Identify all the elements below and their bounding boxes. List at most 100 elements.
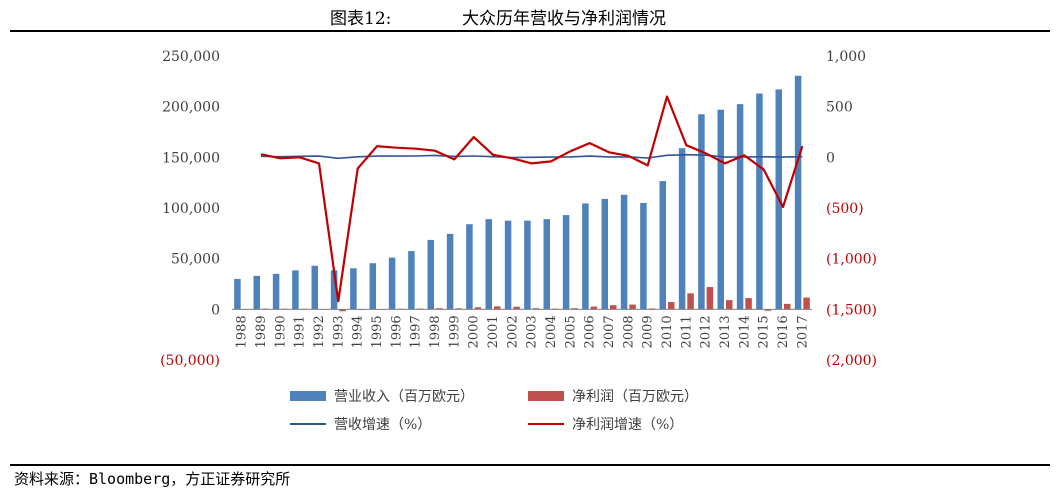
net-profit-growth-line bbox=[260, 95, 804, 303]
net-profit-bar bbox=[784, 303, 791, 310]
figure-title: 图表12: 大众历年营收与净利润情况 bbox=[0, 4, 1056, 29]
revenue-bar bbox=[659, 181, 666, 310]
x-tick-label: 1998 bbox=[428, 315, 443, 348]
legend-label: 营收增速（%） bbox=[334, 417, 431, 433]
net-profit-bar bbox=[687, 293, 694, 310]
x-tick-label: 2017 bbox=[795, 315, 810, 348]
x-tick-label: 2001 bbox=[486, 315, 501, 348]
revenue-bar bbox=[253, 275, 260, 310]
x-tick-label: 1995 bbox=[370, 315, 385, 348]
revenue-bar bbox=[311, 265, 318, 310]
net-profit-bar bbox=[764, 309, 772, 311]
revenue-bar bbox=[601, 198, 608, 310]
right-tick-label: (1,000) bbox=[826, 252, 877, 268]
net-profit-bar bbox=[706, 287, 714, 310]
revenue-bar bbox=[234, 278, 241, 310]
x-tick-label: 1991 bbox=[293, 315, 308, 348]
net-profit-bar bbox=[494, 306, 501, 310]
net-profit-bar bbox=[668, 302, 675, 310]
x-tick-label: 1988 bbox=[235, 315, 250, 348]
legend-swatch bbox=[528, 391, 564, 401]
net-profit-bar bbox=[610, 305, 617, 310]
revenue-bar bbox=[620, 194, 628, 310]
revenue-bar bbox=[504, 220, 512, 310]
net-profit-bar bbox=[532, 308, 540, 310]
revenue-bar bbox=[466, 224, 473, 310]
net-profit-bar bbox=[474, 307, 482, 310]
left-tick-label: 50,000 bbox=[171, 252, 220, 268]
net-profit-bar bbox=[745, 298, 752, 310]
revenue-bar bbox=[582, 203, 589, 310]
net-profit-bar bbox=[726, 300, 733, 310]
right-tick-label: 1,000 bbox=[826, 49, 866, 65]
x-tick-label: 2002 bbox=[505, 315, 520, 348]
x-tick-label: 2015 bbox=[757, 315, 772, 348]
revenue-bar bbox=[736, 104, 744, 310]
x-tick-label: 1990 bbox=[273, 315, 288, 348]
figure-title-text: 大众历年营收与净利润情况 bbox=[462, 9, 666, 29]
revenue-bar bbox=[794, 75, 802, 310]
x-tick-label: 2016 bbox=[776, 315, 791, 348]
x-tick-label: 1989 bbox=[254, 315, 269, 348]
x-tick-label: 2006 bbox=[583, 315, 598, 348]
revenue-bar bbox=[388, 257, 396, 310]
net-profit-bar bbox=[803, 297, 810, 310]
revenue-bar bbox=[485, 219, 492, 310]
x-tick-label: 2008 bbox=[621, 315, 636, 348]
right-tick-label: (1,500) bbox=[826, 302, 877, 318]
revenue-bar bbox=[292, 270, 299, 310]
x-tick-label: 2000 bbox=[467, 315, 482, 348]
revenue-bar bbox=[350, 268, 357, 310]
x-tick-label: 2011 bbox=[679, 315, 694, 348]
bar-series bbox=[234, 75, 810, 312]
revenue-bar bbox=[678, 148, 686, 310]
net-profit-bar bbox=[339, 309, 346, 312]
x-tick-label: 2009 bbox=[641, 315, 656, 348]
net-profit-bar bbox=[513, 306, 520, 310]
title-rule bbox=[10, 30, 1050, 32]
x-tick-label: 1992 bbox=[312, 315, 327, 348]
line-series bbox=[260, 95, 804, 303]
left-tick-label: 100,000 bbox=[162, 201, 220, 217]
x-tick-label: 1993 bbox=[331, 315, 346, 348]
legend-swatch bbox=[290, 391, 326, 401]
right-axis-ticks: 1,000 500 0 (500) (1,000) (1,500) (2,000) bbox=[826, 49, 877, 369]
left-tick-label: 200,000 bbox=[162, 100, 220, 116]
revenue-bar bbox=[543, 219, 550, 310]
x-tick-label: 1996 bbox=[389, 315, 404, 348]
x-tick-label: 2010 bbox=[660, 315, 675, 348]
right-tick-label: (500) bbox=[826, 201, 864, 217]
revenue-bar bbox=[562, 215, 570, 310]
x-tick-label: 2005 bbox=[563, 315, 578, 348]
x-tick-label: 2004 bbox=[544, 315, 559, 348]
source-note: 资料来源：Bloomberg，方正证券研究所 bbox=[14, 470, 291, 488]
figure-number: 图表12: bbox=[330, 9, 392, 29]
legend-label: 营业收入（百万欧元） bbox=[334, 389, 474, 405]
revenue-bar bbox=[524, 220, 531, 310]
revenue-bar bbox=[408, 251, 415, 310]
revenue-bar bbox=[330, 270, 338, 310]
net-profit-bar bbox=[436, 308, 443, 310]
revenue-bar bbox=[640, 202, 647, 310]
right-tick-label: 0 bbox=[826, 150, 835, 166]
x-tick-label: 1999 bbox=[447, 315, 462, 348]
net-profit-bar bbox=[455, 308, 462, 310]
revenue-bar bbox=[369, 263, 376, 310]
footer-rule bbox=[10, 464, 1050, 466]
x-tick-label: 2014 bbox=[737, 315, 752, 348]
x-tick-label: 2007 bbox=[602, 315, 617, 348]
revenue-bar bbox=[446, 233, 454, 310]
x-tick-label: 1994 bbox=[351, 315, 366, 348]
x-tick-label: 2003 bbox=[525, 315, 540, 348]
left-tick-label: 0 bbox=[211, 302, 220, 318]
legend-label: 净利润（百万欧元） bbox=[572, 389, 698, 405]
revenue-bar bbox=[272, 273, 280, 310]
revenue-bar bbox=[717, 109, 724, 310]
x-tick-label: 1997 bbox=[409, 315, 424, 348]
revenue-bar bbox=[756, 93, 763, 310]
x-tick-label: 2012 bbox=[699, 315, 714, 348]
right-tick-label: (2,000) bbox=[826, 353, 877, 369]
left-tick-label: (50,000) bbox=[160, 353, 220, 369]
x-axis-tick-labels: 1988 1989 1990 1991 1992 1993 1994 1995 1996 1997… bbox=[235, 315, 811, 348]
left-tick-label: 250,000 bbox=[162, 49, 220, 65]
